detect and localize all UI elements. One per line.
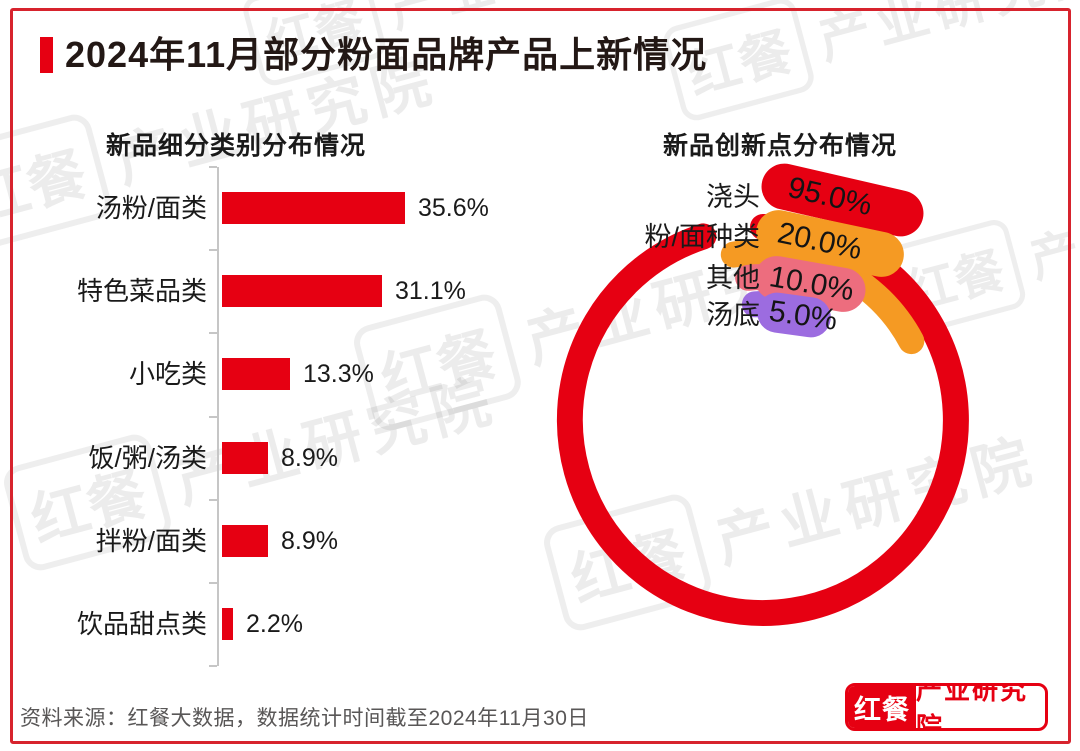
- bar: [222, 608, 233, 640]
- watermark-text: 产业研究院: [1023, 162, 1080, 289]
- bar-value-label: 13.3%: [303, 360, 374, 388]
- bar-value-label: 8.9%: [281, 444, 338, 472]
- bar-category-label: 小吃类: [128, 359, 207, 389]
- axis-tick: [209, 499, 217, 501]
- bar-category-label: 饭/粥/汤类: [88, 443, 207, 473]
- bar-value-label: 2.2%: [246, 610, 303, 638]
- axis-tick: [209, 582, 217, 584]
- bar-row: 拌粉/面类 8.9%: [40, 524, 510, 558]
- arc-segment: [556, 214, 969, 626]
- bar-row: 饮品甜点类 2.2%: [40, 607, 510, 641]
- legend-label: 其他: [706, 263, 760, 293]
- source-note: 资料来源：红餐大数据，数据统计时间截至2024年11月30日: [20, 707, 589, 730]
- bar-row: 饭/粥/汤类 8.9%: [40, 441, 510, 475]
- title-accent-bar: [40, 37, 53, 73]
- bar: [222, 192, 405, 224]
- ring-chart-title: 新品创新点分布情况: [662, 132, 897, 160]
- bar: [222, 358, 290, 390]
- brand-logo-mark: 红餐: [848, 686, 916, 728]
- axis-tick: [209, 249, 217, 251]
- bar-chart-title: 新品细分类别分布情况: [105, 132, 366, 160]
- legend-label: 粉/面种类: [644, 222, 760, 252]
- bar: [222, 442, 268, 474]
- axis-tick: [209, 166, 217, 168]
- bar-row: 特色菜品类 31.1%: [40, 274, 510, 308]
- bar-value-label: 35.6%: [418, 194, 489, 222]
- page-title: 2024年11月部分粉面品牌产品上新情况: [65, 34, 708, 75]
- brand-logo: 红餐 产业研究院: [845, 683, 1048, 731]
- bar: [222, 525, 268, 557]
- y-axis-line: [217, 167, 219, 666]
- watermark-stamp: 红餐产业研究院: [660, 0, 1080, 124]
- bar-category-label: 特色菜品类: [76, 276, 207, 306]
- bar-value-label: 31.1%: [395, 277, 466, 305]
- bar: [222, 275, 382, 307]
- bar-category-label: 汤粉/面类: [95, 193, 207, 223]
- title-bar: 2024年11月部分粉面品牌产品上新情况: [40, 34, 707, 76]
- brand-logo-text: 产业研究院: [916, 683, 1029, 731]
- axis-tick: [209, 332, 217, 334]
- legend-label: 浇头: [706, 182, 760, 212]
- watermark-text: 产业研究院: [812, 0, 1080, 71]
- axis-tick: [209, 665, 217, 667]
- axis-tick: [209, 416, 217, 418]
- bar-category-label: 拌粉/面类: [95, 526, 207, 556]
- bar-row: 小吃类 13.3%: [40, 357, 510, 391]
- bar-row: 汤粉/面类 35.6%: [40, 191, 510, 225]
- bar-chart: 汤粉/面类 35.6% 特色菜品类 31.1% 小吃类 13.3% 饭/粥/汤类 8.9% 拌粉…: [40, 166, 510, 667]
- bar-category-label: 饮品甜点类: [76, 609, 207, 639]
- bar-value-label: 8.9%: [281, 527, 338, 555]
- legend-label: 汤底: [706, 300, 760, 330]
